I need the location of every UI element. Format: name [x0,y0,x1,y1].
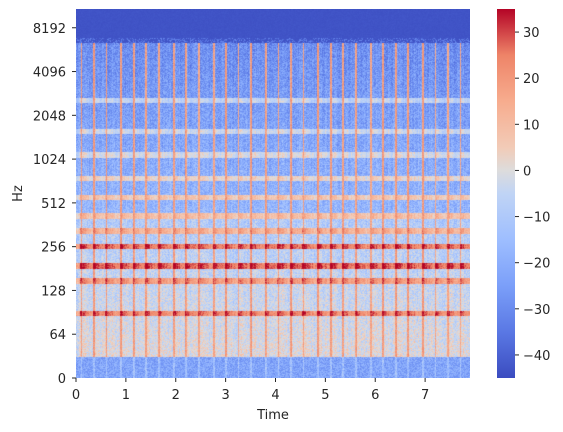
x-tick-label: 1 [122,388,130,403]
spectrogram-image [76,9,470,378]
colorbar-axis: 30 20 10 0 −10 −20 −30 −40 [515,26,550,364]
colorbar [497,9,515,378]
y-tick-label: 2048 [33,109,66,124]
y-tick-label: 0 [58,372,66,387]
x-tick-label: 5 [321,388,329,403]
x-tick-label: 2 [172,388,180,403]
colorbar-tick-label: 10 [523,118,540,133]
y-tick-label: 1024 [33,153,66,168]
colorbar-tick-label: −30 [523,303,550,318]
y-tick-label: 512 [41,197,66,212]
y-tick-label: 64 [49,328,66,343]
colorbar-tick-label: 30 [523,26,540,41]
y-tick-label: 256 [41,241,66,256]
x-axis-label: Time [256,408,289,423]
y-tick-label: 4096 [33,66,66,81]
x-tick-label: 4 [271,388,279,403]
y-axis-label: Hz [11,185,26,202]
colorbar-tick-label: 20 [523,72,540,87]
spectrogram-heatmap [76,9,470,378]
y-tick-label: 128 [41,284,66,299]
colorbar-tick-label: −10 [523,211,550,226]
colorbar-tick-label: 0 [523,164,531,179]
x-tick-label: 3 [221,388,229,403]
colorbar-tick-label: −40 [523,349,550,364]
x-tick-label: 0 [72,388,80,403]
x-tick-label: 7 [421,388,429,403]
y-tick-label: 8192 [33,22,66,37]
x-tick-label: 6 [371,388,379,403]
colorbar-tick-label: −20 [523,257,550,272]
axes: 0 1 2 3 4 5 6 7 0 64 128 256 512 1024 2048 4096 8192 [33,22,429,403]
